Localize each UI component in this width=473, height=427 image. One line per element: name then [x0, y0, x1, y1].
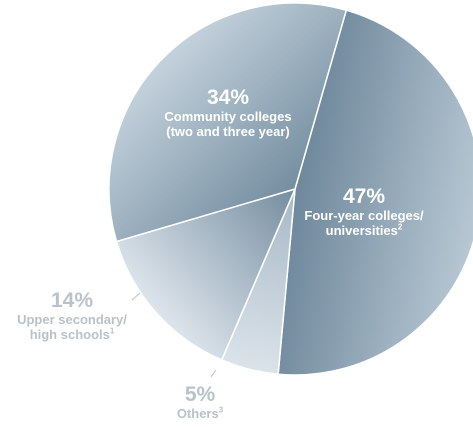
upper-secondary-name-line1: Upper secondary/	[17, 312, 127, 328]
four-year-name-line2: universities	[325, 223, 398, 239]
community-name-line2: (two and three year)	[166, 124, 290, 140]
pie-slice-four-year	[277, 9, 473, 376]
others-name-wrap: Others3	[150, 405, 250, 422]
four-year-name-line1: Four-year colleges/	[304, 208, 424, 224]
upper-secondary-name-line2: high schools	[29, 327, 110, 343]
upper-secondary-percent: 14%	[50, 289, 94, 312]
four-year-name-line2-wrap: universities2	[284, 222, 444, 239]
others-percent: 5%	[184, 383, 216, 406]
others-name: Others	[176, 406, 219, 422]
leader-line-others	[210, 369, 217, 378]
leader-line-upper-secondary	[131, 292, 141, 301]
upper-secondary-footnote: 1	[109, 326, 115, 336]
pie-slice-upper-secondary	[115, 187, 297, 361]
community-name-line1: Community colleges	[164, 109, 292, 125]
slice-label-others: 5% Others3	[150, 383, 250, 422]
slice-label-community: 34% Community colleges (two and three ye…	[148, 86, 308, 140]
slice-label-upper-secondary: 14% Upper secondary/ high schools1	[2, 289, 142, 343]
pie-slice-community	[108, 2, 348, 243]
others-footnote: 3	[218, 405, 224, 415]
four-year-percent: 47%	[342, 185, 386, 208]
community-percent: 34%	[206, 86, 250, 109]
slice-label-four-year: 47% Four-year colleges/ universities2	[284, 185, 444, 239]
four-year-footnote: 2	[397, 222, 403, 232]
upper-secondary-name-line2-wrap: high schools1	[2, 326, 142, 343]
